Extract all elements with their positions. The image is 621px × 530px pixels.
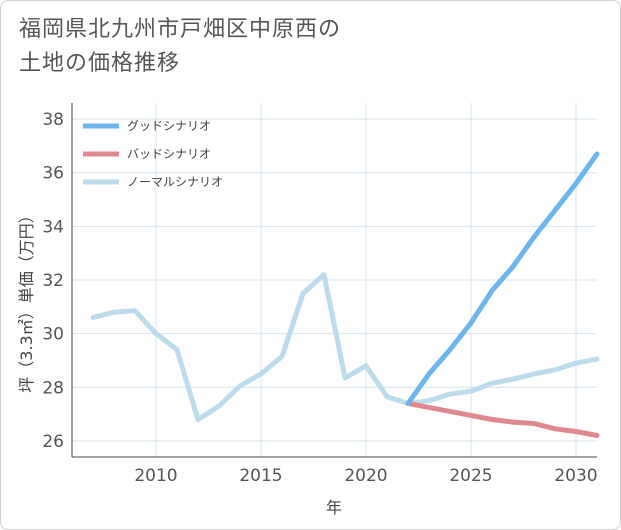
chart-title-line-1: 福岡県北九州市戸畑区中原西の [19, 17, 342, 42]
x-tick-label: 2010 [134, 466, 177, 486]
x-tick-label: 2025 [449, 466, 492, 486]
y-tick-label: 34 [42, 217, 64, 237]
x-tick-label: 2030 [554, 466, 597, 486]
x-tick-label: 2020 [344, 466, 387, 486]
y-tick-label: 32 [42, 271, 64, 291]
y-axis-title: 坪（3.3㎡）単価（万円） [17, 207, 36, 392]
chart-title-line-2: 土地の価格推移 [19, 51, 181, 76]
y-tick-label: 30 [42, 325, 64, 345]
x-axis-title: 年 [326, 498, 342, 517]
series-line-1 [405, 151, 600, 406]
legend-label-2: バッドシナリオ [127, 147, 211, 161]
series-line-3 [90, 272, 600, 422]
legend-label-1: グッドシナリオ [127, 119, 211, 133]
y-tick-label: 28 [42, 378, 64, 398]
y-tick-label: 26 [42, 432, 64, 452]
y-tick-label: 36 [42, 164, 64, 184]
y-tick-label: 38 [42, 110, 64, 130]
chart-title: 福岡県北九州市戸畑区中原西の 土地の価格推移 [19, 13, 579, 81]
x-tick-label: 2015 [239, 466, 282, 486]
legend-label-3: ノーマルシナリオ [127, 175, 223, 189]
series-line-2 [405, 400, 600, 438]
